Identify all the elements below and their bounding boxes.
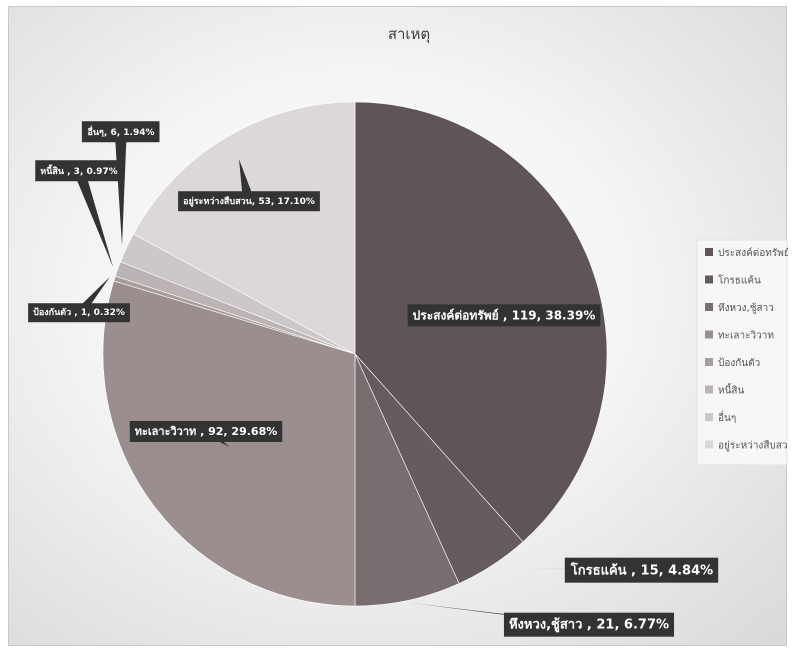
data-label-pointer <box>114 131 127 246</box>
legend-swatch <box>705 358 713 366</box>
data-label-pointer <box>239 159 255 202</box>
legend-swatch <box>705 440 713 449</box>
data-label-text: ทะเลาะวิวาท , 92, 29.68% <box>135 425 278 438</box>
data-labels: ประสงค์ต่อทรัพย์ , 119, 38.39% โกรธแค้น ,… <box>28 121 719 637</box>
legend-item: หนี้สิน <box>705 383 745 397</box>
legend-item: ประสงค์ต่อทรัพย์ <box>705 247 788 259</box>
data-label-pointer <box>408 602 595 625</box>
legend-item: อยู่ระหว่างสืบสวน <box>705 440 788 452</box>
data-label-text: หนี้สิน , 3, 0.97% <box>40 164 117 177</box>
legend-label: อยู่ระหว่างสืบสวน <box>718 440 788 452</box>
data-label-box <box>35 160 123 182</box>
legend-swatch <box>705 413 713 421</box>
chart-title: สาเหตุ <box>388 25 430 44</box>
data-label-box <box>81 121 160 143</box>
data-label: ทะเลาะวิวาท , 92, 29.68% <box>129 420 283 448</box>
data-label-box <box>407 304 601 327</box>
data-label: ป้องกันตัว , 1, 0.32% <box>28 277 130 323</box>
data-label-pointer <box>73 170 114 268</box>
data-label-text: หึงหวง,ชู้สาว , 21, 6.77% <box>509 617 669 633</box>
legend-box <box>696 239 788 466</box>
legend-item: ทะเลาะวิวาท <box>705 330 774 342</box>
pie-slice <box>133 101 356 355</box>
data-label: หึงหวง,ชู้สาว , 21, 6.77% <box>408 602 675 637</box>
pie-slice <box>102 280 356 607</box>
legend-label: หึงหวง,ชู้สาว <box>718 302 774 314</box>
data-label: ประสงค์ต่อทรัพย์ , 119, 38.39% <box>407 304 601 327</box>
legend: ประสงค์ต่อทรัพย์โกรธแค้นหึงหวง,ชู้สาวทะเ… <box>696 239 788 466</box>
legend-swatch <box>705 303 713 311</box>
legend-label: โกรธแค้น <box>718 274 761 287</box>
legend-item: หึงหวง,ชู้สาว <box>705 302 774 314</box>
legend-label: หนี้สิน <box>718 383 745 397</box>
data-label-pointer <box>73 277 110 313</box>
legend-label: ประสงค์ต่อทรัพย์ <box>718 247 788 259</box>
data-label-box <box>564 557 719 583</box>
legend-swatch <box>705 385 713 394</box>
legend-swatch <box>705 248 713 256</box>
legend-item: อื่นๆ <box>705 410 736 424</box>
pie-slice <box>354 353 460 607</box>
data-label: หนี้สิน , 3, 0.97% <box>35 160 123 268</box>
data-label-text: อยู่ระหว่างสืบสวน, 53, 17.10% <box>183 195 315 207</box>
data-label-box <box>129 420 283 442</box>
data-label-box <box>178 191 320 212</box>
legend-label: อื่นๆ <box>718 410 736 424</box>
data-label-text: ป้องกันตัว , 1, 0.32% <box>33 307 125 318</box>
data-label-box <box>28 303 130 323</box>
legend-swatch <box>705 330 713 339</box>
data-label-box <box>503 612 675 637</box>
data-label: อยู่ระหว่างสืบสวน, 53, 17.10% <box>178 159 320 212</box>
data-label: อื่นๆ, 6, 1.94% <box>81 121 160 246</box>
chart-area: สาเหตุ ประสงค์ต่อทรัพย์ , 119, 38.39% โกร… <box>8 6 788 646</box>
legend-item: โกรธแค้น <box>705 274 761 287</box>
data-label-text: ประสงค์ต่อทรัพย์ , 119, 38.39% <box>413 308 596 322</box>
legend-label: ทะเลาะวิวาท <box>718 331 774 342</box>
data-label-text: อื่นๆ, 6, 1.94% <box>87 125 155 138</box>
data-label: โกรธแค้น , 15, 4.84% <box>494 557 719 583</box>
pie-chart: สาเหตุ ประสงค์ต่อทรัพย์ , 119, 38.39% โกร… <box>28 25 788 637</box>
legend-swatch <box>705 275 713 284</box>
pie-slices <box>102 101 608 607</box>
legend-item: ป้องกันตัว <box>705 357 760 369</box>
data-label-text: โกรธแค้น , 15, 4.84% <box>570 562 713 579</box>
legend-label: ป้องกันตัว <box>718 357 760 369</box>
